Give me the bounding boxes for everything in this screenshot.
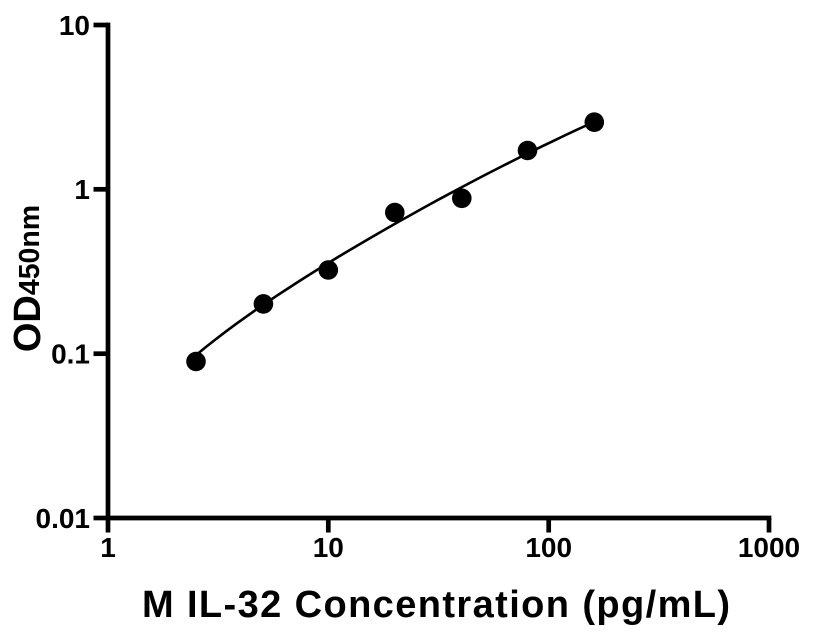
svg-text:0.01: 0.01 xyxy=(36,503,91,534)
svg-text:1000: 1000 xyxy=(738,532,800,563)
svg-text:0.1: 0.1 xyxy=(51,339,90,370)
svg-text:1: 1 xyxy=(100,532,116,563)
svg-text:10: 10 xyxy=(59,10,90,41)
svg-text:100: 100 xyxy=(525,532,572,563)
svg-text:OD450nm: OD450nm xyxy=(7,205,49,352)
svg-text:10: 10 xyxy=(313,532,344,563)
svg-text:M IL-32 Concentration (pg/mL): M IL-32 Concentration (pg/mL) xyxy=(142,584,731,626)
svg-text:1: 1 xyxy=(74,174,90,205)
